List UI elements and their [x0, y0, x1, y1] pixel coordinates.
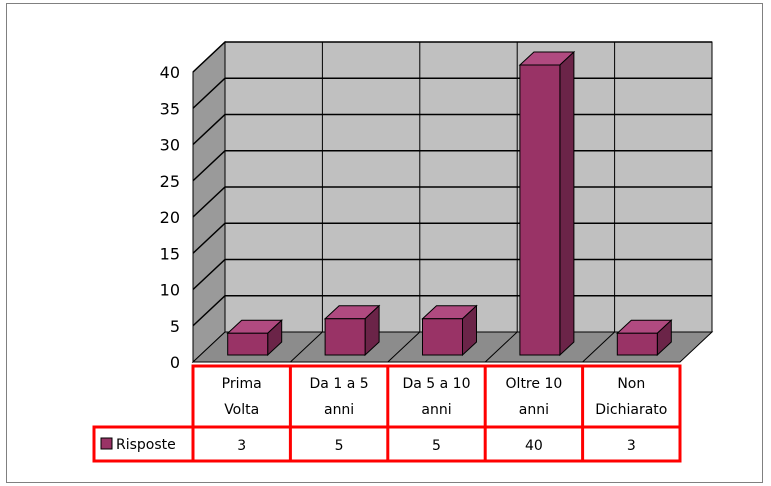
legend-cell — [92, 425, 195, 463]
bar-side — [559, 50, 575, 357]
data-value-label: 5 — [432, 438, 441, 454]
data-value-label: 3 — [237, 438, 246, 454]
y-tick-label: 20 — [160, 208, 180, 227]
category-label: anni — [519, 402, 549, 418]
y-tick-label: 30 — [160, 136, 180, 155]
bar-front — [616, 332, 658, 356]
category-label: Da 1 a 5 — [310, 376, 369, 392]
category-label: Non — [617, 376, 645, 392]
data-value-label: 40 — [525, 438, 543, 454]
data-table: Prima Volta 3 Da 1 a 5 anni 5 Da 5 a 10 anni 5 Ol… — [92, 364, 682, 463]
category-label: anni — [421, 402, 451, 418]
category-label: Prima — [222, 376, 262, 392]
bar — [226, 319, 283, 357]
bar-front — [227, 332, 269, 356]
bar — [323, 304, 381, 357]
floor-divider — [582, 331, 615, 363]
y-tick-label: 25 — [160, 172, 180, 191]
bar-front — [422, 318, 463, 356]
y-tick-label: 40 — [160, 63, 180, 82]
bar-front — [519, 64, 561, 356]
category-label: Da 5 a 10 — [402, 376, 470, 392]
bars — [226, 50, 673, 357]
floor-divider — [484, 331, 518, 363]
legend-swatch — [100, 437, 113, 450]
y-tick-label: 5 — [170, 317, 180, 336]
data-value-label: 5 — [335, 438, 344, 454]
y-axis-ticks: 0 5 10 15 20 25 30 35 40 — [160, 63, 180, 372]
floor-divider — [290, 331, 323, 363]
category-label: anni — [324, 402, 354, 418]
y-tick-label: 35 — [160, 99, 180, 118]
legend-series-label: Risposte — [116, 437, 176, 453]
floor-divider — [387, 331, 421, 363]
gridline — [192, 41, 712, 73]
category-label: Oltre 10 — [506, 376, 563, 392]
data-value-label: 3 — [627, 438, 636, 454]
table-border — [191, 364, 682, 463]
y-tick-label: 10 — [160, 281, 180, 300]
bar — [616, 319, 673, 357]
bar — [518, 50, 576, 357]
bar — [421, 304, 478, 357]
y-tick-label: 0 — [170, 353, 180, 372]
bar-front — [324, 318, 366, 356]
category-label: Volta — [224, 402, 259, 418]
category-label: Dichiarato — [595, 402, 667, 418]
y-tick-label: 15 — [160, 244, 180, 263]
